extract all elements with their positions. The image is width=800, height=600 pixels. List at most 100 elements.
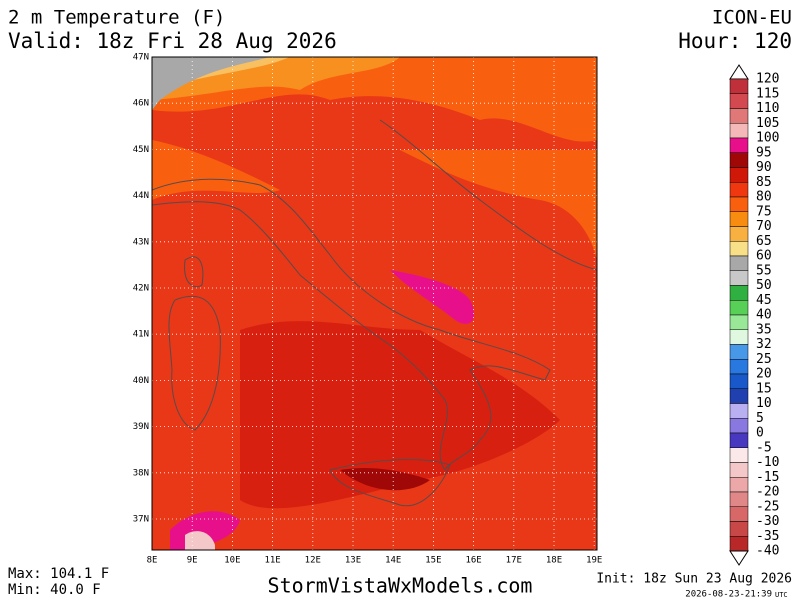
lon-label: 18E [546,556,562,566]
lat-label: 39N [133,422,149,432]
colorbar-label: 50 [756,278,772,293]
lon-label: 19E [586,556,602,566]
colorbar-swatch [729,329,749,345]
colorbar-swatch [729,477,749,493]
lon-label: 15E [425,556,441,566]
colorbar-label: 75 [756,204,772,219]
colorbar-label: 85 [756,175,772,190]
colorbar-swatch [729,182,749,198]
colorbar-swatch [729,196,749,212]
colorbar-label: 35 [756,322,772,337]
colorbar-label: 60 [756,249,772,264]
colorbar-label: 0 [756,426,764,441]
lat-label: 37N [133,515,149,525]
colorbar-label: -20 [756,485,779,500]
colorbar-label: 95 [756,145,772,160]
colorbar-label: 55 [756,263,772,278]
lat-label: 44N [133,191,149,201]
colorbar-swatch [729,359,749,375]
colorbar-label: 40 [756,308,772,323]
lon-label: 13E [345,556,361,566]
colorbar-swatch [729,462,749,478]
lat-label: 42N [133,284,149,294]
lat-label: 45N [133,145,149,155]
min-value: Min: 40.0 F [8,582,101,598]
lon-label: 12E [305,556,321,566]
colorbar-label: -10 [756,455,779,470]
colorbar-label: 45 [756,293,772,308]
lon-label: 11E [264,556,280,566]
forecast-hour: Hour: 120 [678,29,792,53]
colorbar-swatch [729,270,749,286]
lon-label: 14E [385,556,401,566]
colorbar-swatch [729,314,749,330]
colorbar-label: 80 [756,190,772,205]
colorbar-label: -5 [756,440,772,455]
map [151,56,598,551]
colorbar-label: 70 [756,219,772,234]
colorbar-label: 115 [756,86,779,101]
colorbar-swatch [729,447,749,463]
colorbar-label: -40 [756,544,779,559]
lat-label: 46N [133,99,149,109]
colorbar-swatch [729,300,749,316]
lat-label: 40N [133,376,149,386]
lat-label: 47N [133,53,149,63]
colorbar-swatch [729,373,749,389]
temperature-field [152,57,270,110]
colorbar-label: 65 [756,234,772,249]
lon-label: 17E [506,556,522,566]
colorbar: 1201151101051009590858075706560555045403… [729,64,779,566]
lon-label: 16E [465,556,481,566]
colorbar-label: 105 [756,116,779,131]
colorbar-swatch [729,123,749,139]
colorbar-label: 120 [756,72,779,87]
colorbar-label: 20 [756,367,772,382]
colorbar-label: -15 [756,470,779,485]
temperature-field [400,150,597,260]
colorbar-label: 15 [756,381,772,396]
colorbar-swatch [729,93,749,109]
colorbar-label: 110 [756,101,779,116]
colorbar-label: 32 [756,337,772,352]
colorbar-end [729,64,749,80]
colorbar-swatch [729,506,749,522]
lat-label: 38N [133,468,149,478]
temperature-field [340,468,430,491]
colorbar-swatch [729,521,749,537]
colorbar-swatch [729,108,749,124]
colorbar-swatch [729,152,749,168]
colorbar-label: -25 [756,499,779,514]
model-name: ICON-EU [712,7,792,29]
colorbar-swatch [729,137,749,153]
colorbar-swatch [729,418,749,434]
colorbar-swatch [729,536,749,552]
colorbar-swatch [729,432,749,448]
valid-time: Valid: 18z Fri 28 Aug 2026 [8,29,337,53]
colorbar-swatch [729,241,749,257]
colorbar-swatch [729,255,749,271]
colorbar-swatch [729,403,749,419]
colorbar-swatch [729,226,749,242]
temperature-field [390,270,475,324]
colorbar-label: -30 [756,514,779,529]
colorbar-swatch [729,344,749,360]
site-name: StormVistaWxModels.com [268,574,533,598]
colorbar-label: 100 [756,131,779,146]
init-time: Init: 18z Sun 23 Aug 2026 [596,572,792,587]
lon-label: 9E [187,556,198,566]
map-frame [151,56,598,551]
temperature-field [240,321,560,509]
temperature-field [152,140,280,200]
colorbar-swatch [729,285,749,301]
max-value: Max: 104.1 F [8,566,109,582]
lat-label: 41N [133,330,149,340]
colorbar-swatch [729,167,749,183]
lon-label: 8E [147,556,158,566]
colorbar-end [729,550,749,566]
timestamp: 2026-08-23-21:39 [685,590,772,600]
lon-label: 10E [224,556,240,566]
colorbar-label: -35 [756,529,779,544]
colorbar-label: 10 [756,396,772,411]
